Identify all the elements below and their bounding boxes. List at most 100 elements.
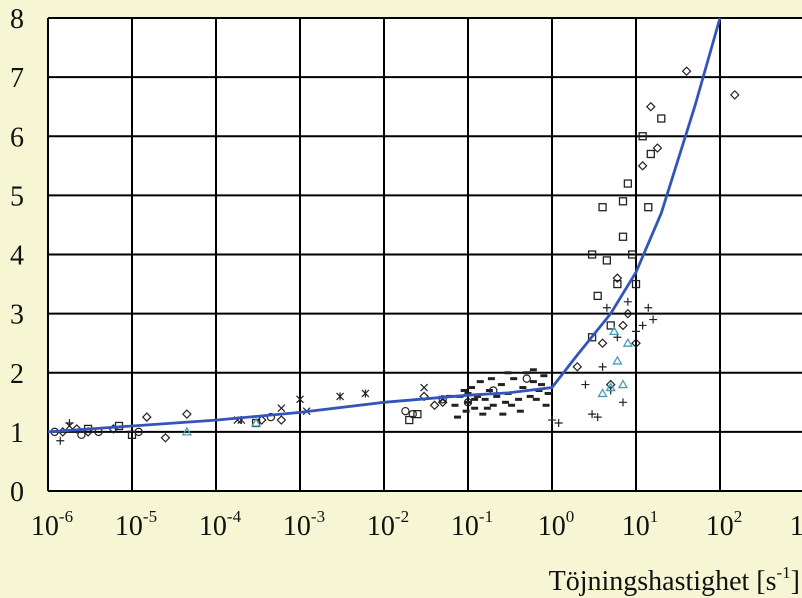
x-tick-base: 10 bbox=[706, 511, 734, 542]
data-point-plus bbox=[623, 297, 632, 306]
data-point-square bbox=[646, 149, 655, 159]
data-point-dash bbox=[516, 409, 524, 413]
x-tick-label: 10-3 bbox=[283, 507, 325, 542]
y-tick-label: 6 bbox=[10, 122, 24, 153]
data-point-plus bbox=[632, 327, 640, 336]
data-point-x bbox=[296, 395, 304, 404]
data-point-dash bbox=[454, 415, 462, 419]
x-axis-tick-labels: 10-610-510-410-310-210-1100101102103 bbox=[31, 507, 802, 542]
x-tick-base: 10 bbox=[790, 511, 802, 542]
data-point-plus bbox=[588, 410, 597, 419]
data-point-plus bbox=[644, 303, 653, 312]
data-point-diamond bbox=[618, 320, 628, 331]
x-tick-label: 101 bbox=[622, 507, 659, 542]
data-point-dash bbox=[532, 397, 540, 401]
data-point-dash bbox=[464, 400, 472, 404]
data-point-dash bbox=[487, 377, 495, 381]
data-point-dash bbox=[515, 397, 523, 401]
data-point-diamond bbox=[652, 143, 663, 153]
y-tick-label: 2 bbox=[10, 359, 24, 390]
data-point-triangle bbox=[181, 426, 192, 436]
x-tick-exponent: -1 bbox=[479, 507, 493, 526]
grid bbox=[47, 17, 802, 492]
data-point-circle bbox=[408, 409, 417, 419]
data-point-dash bbox=[479, 412, 487, 416]
data-point-dash bbox=[544, 391, 552, 395]
data-point-square bbox=[644, 203, 653, 212]
data-point-square bbox=[618, 197, 628, 206]
data-point-square bbox=[623, 179, 633, 188]
y-tick-label: 3 bbox=[10, 300, 24, 331]
data-point-dash bbox=[476, 380, 484, 384]
y-tick-label: 5 bbox=[10, 181, 24, 212]
x-tick-base: 10 bbox=[622, 511, 650, 542]
data-point-square bbox=[618, 232, 628, 241]
data-point-dash bbox=[497, 383, 505, 387]
data-point-dash bbox=[481, 397, 489, 401]
x-tick-label: 10-4 bbox=[199, 507, 242, 542]
data-point-plus bbox=[548, 416, 556, 425]
x-tick-base: 10 bbox=[31, 511, 59, 542]
data-point-square bbox=[598, 203, 607, 212]
data-point-triangle bbox=[622, 337, 633, 347]
data-point-diamond bbox=[160, 432, 171, 443]
x-tick-label: 10-6 bbox=[31, 507, 73, 542]
data-point-dash bbox=[451, 403, 459, 407]
data-point-plus bbox=[593, 413, 602, 422]
data-point-dash bbox=[519, 386, 527, 390]
data-point-diamond bbox=[623, 308, 633, 319]
data-point-diamond bbox=[182, 409, 192, 419]
data-point-star bbox=[361, 389, 370, 398]
x-tick-exponent: -5 bbox=[143, 507, 157, 526]
data-point-dash bbox=[474, 394, 482, 398]
data-point-square bbox=[405, 415, 414, 425]
data-point-diamond bbox=[437, 397, 448, 408]
y-tick-label: 0 bbox=[10, 477, 24, 508]
y-tick-label: 1 bbox=[10, 418, 24, 449]
data-point-diamond bbox=[141, 412, 152, 422]
data-point-plus bbox=[581, 380, 590, 389]
data-point-diamond bbox=[645, 101, 656, 112]
x-tick-exponent: -4 bbox=[227, 507, 242, 526]
data-point-dash bbox=[462, 409, 470, 413]
data-point-dash bbox=[523, 371, 531, 375]
x-tick-base: 10 bbox=[115, 511, 143, 542]
x-tick-exponent: -6 bbox=[59, 507, 73, 526]
data-point-dash bbox=[483, 406, 491, 410]
data-point-diamond bbox=[637, 160, 648, 171]
data-point-triangle bbox=[617, 379, 629, 389]
data-point-plus bbox=[554, 419, 563, 428]
x-tick-exponent: 1 bbox=[650, 507, 659, 526]
data-point-circle bbox=[463, 398, 473, 407]
x-axis-title-end: ] bbox=[791, 566, 800, 597]
data-point-triangle bbox=[609, 326, 620, 336]
data-point-diamond bbox=[572, 361, 583, 372]
data-point-dash bbox=[460, 388, 468, 392]
data-point-square bbox=[602, 256, 612, 265]
data-point-diamond bbox=[419, 391, 429, 402]
data-point-diamond bbox=[631, 338, 641, 349]
x-tick-label: 10-1 bbox=[451, 507, 493, 542]
x-axis-title: Töjningshastighet [s-1] bbox=[549, 563, 800, 597]
x-axis-title-exponent: -1 bbox=[777, 563, 791, 582]
x-tick-label: 103 bbox=[790, 507, 802, 542]
data-point-dash bbox=[508, 403, 516, 407]
y-tick-label: 8 bbox=[10, 4, 24, 35]
data-point-plus bbox=[618, 398, 627, 407]
data-point-circle bbox=[77, 430, 86, 440]
data-point-diamond bbox=[429, 400, 440, 411]
x-tick-base: 10 bbox=[538, 511, 566, 542]
data-point-square bbox=[587, 333, 597, 342]
data-point-square bbox=[127, 430, 137, 439]
data-point-dash bbox=[529, 380, 537, 384]
data-point-diamond bbox=[276, 415, 287, 425]
x-axis-title-text: Töjningshastighet [s bbox=[549, 566, 777, 597]
data-point-dash bbox=[538, 383, 546, 387]
x-tick-base: 10 bbox=[451, 511, 479, 542]
data-point-plus bbox=[602, 303, 611, 312]
x-tick-base: 10 bbox=[283, 511, 311, 542]
data-point-square bbox=[628, 250, 637, 259]
data-point-plus bbox=[598, 362, 607, 371]
data-point-circle bbox=[438, 395, 447, 404]
